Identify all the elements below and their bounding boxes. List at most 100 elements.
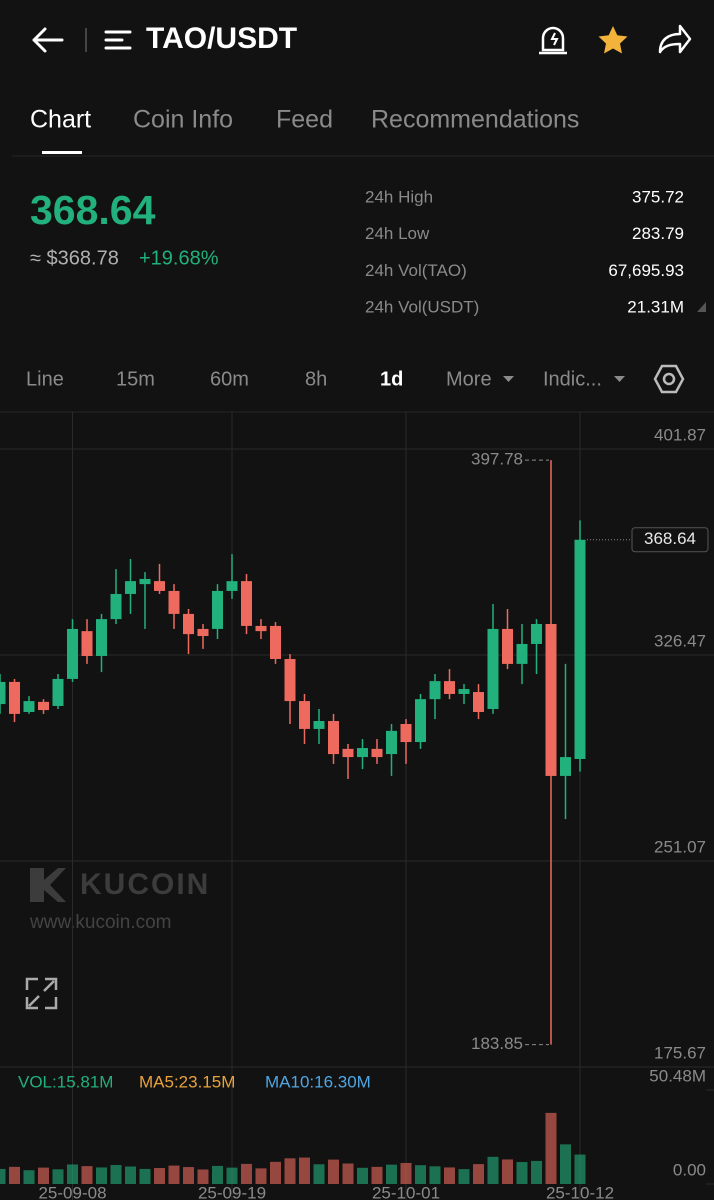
volume-bar (67, 1164, 78, 1184)
candle-body (487, 628, 499, 709)
volume-bar (342, 1163, 354, 1184)
candlestick-chart: 25-09-08 25-09-19 25-10-01 25-10-12 175.67 25… (0, 412, 714, 1200)
candle-body (299, 701, 310, 729)
candle-body (38, 701, 49, 711)
pair-menu[interactable] (104, 30, 132, 50)
volume-legend: VOL:15.81M (18, 1072, 113, 1091)
stat-label: 24h Vol(TAO) (365, 261, 467, 280)
tab[interactable]: Coin Info (133, 106, 233, 134)
candle-body (241, 581, 252, 626)
y-tick-label: 401.87 (654, 425, 706, 444)
candle-body (415, 699, 426, 743)
candle-body (67, 628, 78, 679)
tab[interactable]: Chart (30, 106, 91, 134)
watermark-logo (30, 868, 66, 902)
volume-bar (284, 1158, 296, 1184)
expand-marker (697, 302, 706, 312)
x-tick-label: 25-09-19 (198, 1183, 266, 1200)
volume-bar (52, 1169, 64, 1184)
stat-value: 283.79 (632, 224, 684, 243)
back-button[interactable] (32, 27, 64, 53)
interval-option[interactable]: More (446, 368, 492, 390)
volume-bar (574, 1154, 586, 1184)
candle-body (342, 748, 354, 758)
candle-body (168, 590, 180, 614)
x-tick-label: 25-09-08 (38, 1183, 106, 1200)
candle-body (125, 581, 136, 594)
volume-bar (23, 1170, 35, 1184)
candle-body (154, 581, 165, 591)
candle-body (183, 613, 194, 635)
volume-bar (444, 1167, 455, 1184)
volume-bar (154, 1167, 165, 1184)
extreme-label: 397.78 (471, 450, 523, 469)
volume-bar (386, 1164, 397, 1184)
settings-button[interactable] (653, 364, 685, 394)
x-tick-label: 25-10-01 (372, 1183, 440, 1200)
price-change: +19.68% (139, 247, 219, 269)
tab[interactable]: Recommendations (371, 106, 579, 134)
volume-bar (328, 1159, 339, 1184)
candle-body (212, 590, 223, 629)
fullscreen-button[interactable] (25, 977, 58, 1010)
volume-bar (299, 1157, 310, 1184)
volume-bar (183, 1167, 194, 1184)
candle-body (81, 631, 93, 656)
volume-bar (255, 1168, 267, 1184)
volume-bar (9, 1166, 20, 1184)
current-price-label: 368.64 (644, 529, 696, 548)
interval-option[interactable]: 60m (210, 368, 249, 390)
watermark-brand: KUCOIN (80, 868, 210, 901)
volume-bar (458, 1169, 470, 1184)
volume-bar (400, 1162, 412, 1184)
interval-option[interactable]: Line (26, 368, 64, 390)
candle-body (270, 625, 281, 659)
current-price-box (631, 527, 709, 553)
volume-bar (371, 1166, 383, 1184)
candle-body (386, 730, 397, 755)
tab[interactable]: Feed (276, 106, 333, 134)
share-button[interactable] (658, 24, 692, 54)
volume-bar (415, 1165, 426, 1184)
stat-value: 67,695.93 (608, 261, 684, 280)
favorite-star[interactable] (598, 26, 628, 54)
candle-body (371, 748, 383, 758)
dropdown-arrow (503, 376, 514, 382)
volume-tick-label: 50.48M (649, 1066, 706, 1085)
candle-body (255, 625, 267, 632)
volume-bar (545, 1112, 557, 1184)
interval-option[interactable]: 15m (116, 368, 155, 390)
candle-body (560, 757, 571, 776)
volume-legend: MA10:16.30M (265, 1072, 371, 1091)
interval-option[interactable]: 1d (380, 368, 403, 390)
volume-bar (241, 1163, 252, 1184)
usd-price: ≈ $368.78 (30, 247, 119, 269)
volume-bar (560, 1144, 571, 1184)
stat-label: 24h Low (365, 224, 430, 243)
candle-body (313, 721, 325, 729)
volume-bar (212, 1165, 223, 1184)
alert-button[interactable] (539, 26, 567, 55)
candle-body (328, 721, 339, 755)
y-tick-label: 251.07 (654, 837, 706, 856)
volume-bar (487, 1156, 499, 1184)
stat-label: 24h Vol(USDT) (365, 298, 479, 317)
last-price: 368.64 (30, 187, 156, 233)
candle-body (139, 578, 151, 585)
interval-option[interactable]: 8h (305, 368, 327, 390)
volume-bar (357, 1167, 368, 1184)
interval-option[interactable]: Indic... (543, 368, 602, 390)
candle-body (458, 689, 470, 694)
volume-bar (168, 1165, 180, 1184)
volume-bar (226, 1167, 238, 1184)
volume-bar (139, 1168, 151, 1184)
volume-bar (473, 1164, 484, 1184)
y-tick-label: 326.47 (654, 631, 706, 650)
candle-body (444, 681, 455, 694)
volume-bar (502, 1159, 513, 1184)
watermark-url: www.kucoin.com (29, 912, 172, 933)
volume-bar (38, 1167, 49, 1184)
